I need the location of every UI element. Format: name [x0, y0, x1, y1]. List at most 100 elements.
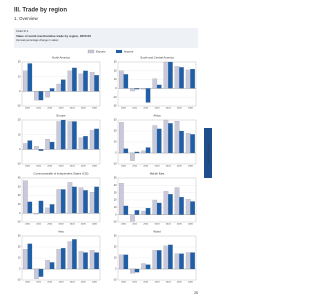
y-tick-label: 10 — [114, 141, 117, 144]
bar — [72, 239, 77, 270]
x-tick-label: 2004 — [70, 282, 76, 284]
y-tick-label: 40 — [18, 177, 21, 180]
x-tick-label: 2004 — [166, 166, 172, 168]
bar — [83, 70, 88, 92]
bar — [83, 136, 88, 150]
bar — [94, 128, 99, 150]
bar — [130, 214, 135, 222]
y-tick-label: 20 — [18, 194, 21, 197]
panel-title: South and Central America — [140, 56, 174, 60]
bar — [27, 140, 33, 150]
bar — [67, 241, 73, 270]
bar — [134, 210, 140, 215]
x-tick-label: 2000 — [121, 224, 127, 226]
y-tick-label: 30 — [114, 61, 117, 64]
legend-swatch — [116, 50, 122, 53]
x-tick-label: 2005 — [81, 224, 87, 226]
bar — [156, 128, 162, 154]
bar — [72, 186, 77, 214]
bar — [23, 70, 28, 92]
bar — [119, 183, 124, 215]
bar — [123, 205, 129, 215]
panel-title: Africa — [153, 114, 161, 118]
bar — [27, 63, 33, 92]
y-tick-label: -10 — [113, 96, 117, 99]
bar — [49, 262, 55, 270]
y-tick-label: 0 — [19, 212, 21, 215]
bar — [45, 138, 50, 150]
x-tick-label: 2005 — [177, 224, 183, 226]
x-tick-label: 2002 — [143, 282, 149, 284]
x-tick-label: 2000 — [121, 282, 127, 284]
bar — [119, 254, 124, 270]
bar — [123, 74, 129, 89]
y-tick-label: 20 — [114, 69, 117, 72]
bar — [45, 260, 50, 270]
bar — [141, 88, 146, 90]
panel-title: Middle East — [150, 172, 165, 176]
bar — [179, 67, 184, 89]
bar — [152, 199, 158, 215]
bar — [174, 187, 180, 215]
bar — [123, 148, 129, 154]
panel-title: Commonwealth of Independent States (CIS) — [34, 172, 89, 176]
x-tick-label: 2006 — [92, 108, 98, 110]
x-tick-label: 2004 — [166, 282, 172, 284]
y-tick-label: 0 — [19, 90, 21, 93]
x-tick-label: 2005 — [177, 166, 183, 168]
x-tick-label: 2005 — [81, 282, 87, 284]
bar — [89, 250, 95, 270]
bar — [89, 72, 95, 92]
x-tick-label: 2006 — [188, 108, 194, 110]
bar — [38, 268, 44, 277]
bar — [56, 83, 62, 92]
x-tick-label: 2005 — [177, 282, 183, 284]
bar — [34, 146, 39, 150]
bar — [94, 75, 99, 92]
x-tick-label: 2003 — [59, 282, 65, 284]
bar — [45, 91, 50, 98]
x-tick-label: 2006 — [92, 282, 98, 284]
chart-label: Chart III.1 — [16, 29, 29, 33]
x-tick-label: 2000 — [121, 108, 127, 110]
legend-label: Exports — [96, 49, 106, 53]
y-tick-label: -10 — [17, 279, 21, 282]
bar — [130, 152, 135, 161]
bar — [163, 245, 169, 270]
bar — [83, 252, 88, 270]
bar — [130, 88, 135, 92]
bar — [145, 264, 151, 270]
panel-title: World — [153, 230, 161, 234]
x-tick-label: 2001 — [132, 166, 138, 168]
bar — [67, 182, 73, 214]
x-tick-label: 2005 — [81, 166, 87, 168]
bar — [123, 254, 129, 270]
bar — [23, 180, 28, 214]
chart-subtitle: (Annual percentage change in value) — [16, 38, 59, 42]
bar — [38, 91, 44, 101]
bar — [168, 244, 173, 270]
bar — [119, 122, 124, 154]
bar — [179, 196, 184, 215]
bar — [163, 119, 169, 154]
bar — [56, 121, 62, 150]
section-title: III. Trade by region — [14, 8, 67, 14]
bar — [168, 194, 173, 215]
subsection-title: 1. Overview — [14, 16, 39, 21]
bar — [45, 207, 50, 214]
document: III. Trade by region 1. Overview Chart I… — [14, 8, 212, 295]
bar — [185, 252, 191, 270]
bar — [174, 66, 180, 89]
y-tick-label: -10 — [113, 163, 117, 166]
bar — [56, 249, 62, 270]
bar — [23, 249, 28, 270]
x-tick-label: 2001 — [36, 108, 42, 110]
y-tick-label: 0 — [115, 268, 117, 271]
bar — [27, 201, 33, 214]
panel-title: Asia — [58, 230, 64, 234]
page-number: 25 — [194, 291, 198, 295]
x-tick-label: 2000 — [25, 108, 31, 110]
y-tick-label: 40 — [114, 184, 117, 187]
x-tick-label: 2003 — [155, 224, 161, 226]
bar — [60, 248, 66, 270]
